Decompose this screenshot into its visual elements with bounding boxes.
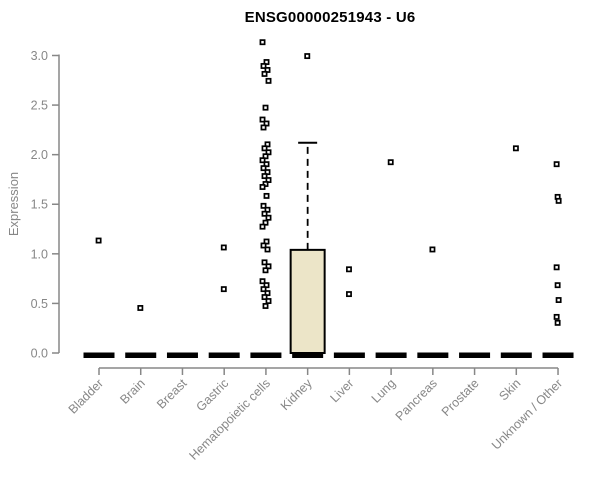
outlier-point xyxy=(553,161,560,168)
outlier-point xyxy=(263,282,270,289)
outlier-point xyxy=(261,173,268,180)
x-tick-label: Pancreas xyxy=(393,376,440,423)
y-tick-label: 1.5 xyxy=(31,198,48,212)
outlier-point xyxy=(429,246,436,253)
outlier-point xyxy=(263,161,270,168)
x-tick-label: Liver xyxy=(327,376,356,405)
y-tick-label: 1.0 xyxy=(31,247,48,261)
outlier-point xyxy=(512,145,519,152)
outlier-point xyxy=(220,244,227,251)
x-tick-label: Unknown / Other xyxy=(489,376,565,452)
outlier-point xyxy=(265,263,272,270)
median-bar xyxy=(208,352,240,358)
box xyxy=(289,248,326,355)
outlier-point xyxy=(259,223,266,230)
outlier-point xyxy=(261,259,268,266)
outlier-point xyxy=(554,319,561,326)
y-tick-label: 2.5 xyxy=(31,99,48,113)
outlier-point xyxy=(259,157,266,164)
outlier-point xyxy=(265,298,272,304)
x-tick-label: Gastric xyxy=(193,376,231,414)
median-bar xyxy=(500,352,532,358)
outlier-point xyxy=(553,264,560,271)
x-tick-label: Prostate xyxy=(439,376,482,419)
chart-title: ENSG00000251943 - U6 xyxy=(244,9,416,26)
outlier-point xyxy=(260,63,267,69)
outlier-point xyxy=(137,305,144,311)
outlier-point xyxy=(304,53,311,60)
outlier-point xyxy=(261,70,268,77)
outlier-point xyxy=(261,210,268,217)
x-tick-label: Bladder xyxy=(66,376,106,416)
x-tick-label: Kidney xyxy=(278,376,315,413)
outlier-point xyxy=(555,297,562,303)
outlier-point xyxy=(260,286,267,293)
outlier-point xyxy=(262,153,269,160)
outlier-point xyxy=(263,120,270,127)
median-bar xyxy=(459,352,491,358)
outlier-point xyxy=(262,104,269,111)
outlier-point xyxy=(553,313,560,320)
outlier-point xyxy=(261,294,268,301)
outlier-point xyxy=(262,181,269,187)
y-tick-label: 3.0 xyxy=(31,49,48,63)
outlier-point xyxy=(265,149,272,156)
median-bar xyxy=(166,352,198,358)
outlier-point xyxy=(259,184,266,190)
outlier-point xyxy=(264,246,271,253)
outlier-point xyxy=(261,145,268,152)
median-bar xyxy=(375,352,407,358)
outlier-point xyxy=(262,303,269,309)
outlier-point xyxy=(346,291,352,298)
median-bar xyxy=(125,352,157,358)
outlier-point xyxy=(263,59,270,65)
x-tick-label: Skin xyxy=(496,376,523,403)
outlier-point xyxy=(264,290,271,297)
outlier-point xyxy=(260,124,267,131)
median-bar xyxy=(333,352,365,358)
outlier-point xyxy=(554,282,561,289)
outlier-point xyxy=(259,39,266,46)
x-tick-label: Hematopoietic cells xyxy=(186,376,273,463)
outlier-point xyxy=(260,242,267,249)
outlier-point xyxy=(262,267,269,274)
outlier-point xyxy=(265,214,272,221)
x-tick-label: Lung xyxy=(369,376,399,406)
outlier-point xyxy=(264,141,271,148)
outlier-point xyxy=(264,67,271,73)
outlier-point xyxy=(346,266,352,273)
outlier-point xyxy=(263,192,270,199)
outlier-point xyxy=(95,237,102,244)
x-tick-label: Brain xyxy=(117,376,148,407)
outlier-point xyxy=(260,202,267,209)
outlier-point xyxy=(265,177,272,183)
outlier-point xyxy=(265,77,272,84)
outlier-point xyxy=(263,238,270,245)
median-bar xyxy=(83,352,115,358)
outlier-point xyxy=(264,206,271,213)
x-tick-label: Breast xyxy=(154,376,190,412)
outlier-point xyxy=(260,165,267,172)
outlier-point xyxy=(387,159,394,166)
median-bar xyxy=(292,352,324,358)
outlier-point xyxy=(264,169,271,176)
median-bar xyxy=(417,352,449,358)
median-bar xyxy=(542,352,574,358)
outlier-point xyxy=(259,278,266,285)
outlier-point xyxy=(220,286,227,293)
outlier-point xyxy=(262,219,269,226)
y-tick-label: 2.0 xyxy=(31,148,48,162)
outlier-point xyxy=(555,197,562,204)
y-tick-label: 0.5 xyxy=(31,297,48,311)
y-tick-label: 0.0 xyxy=(31,347,48,361)
median-bar xyxy=(250,352,282,358)
outlier-point xyxy=(259,116,266,123)
